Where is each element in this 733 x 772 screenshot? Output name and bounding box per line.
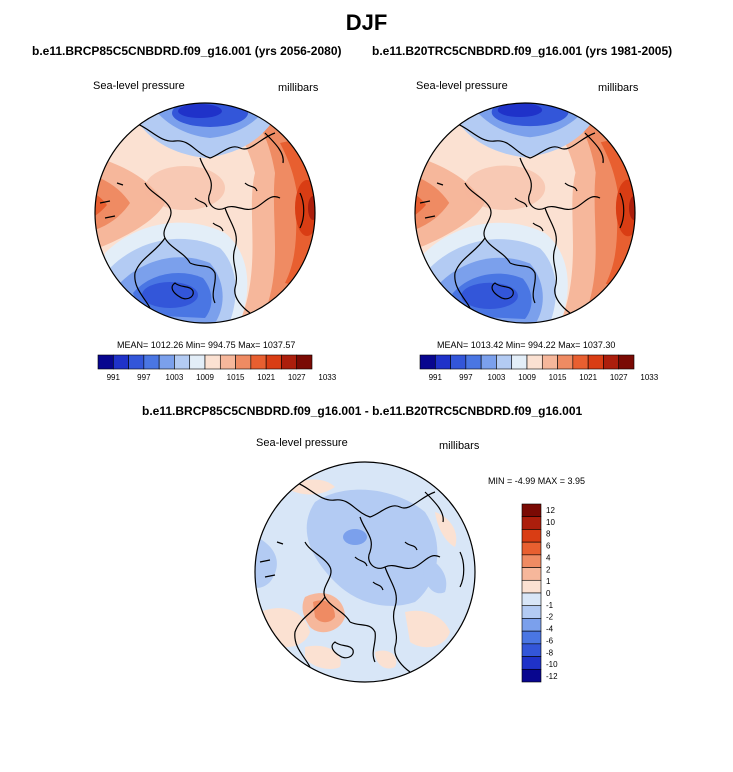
panel1-colorbar-swatch — [250, 354, 267, 370]
panel2-colorbar-swatch — [419, 354, 436, 370]
panel1-units-label: millibars — [278, 82, 319, 94]
panel3-colorbar-swatch — [521, 656, 542, 670]
panel2-colorbar-swatch — [587, 354, 604, 370]
panel3-map — [254, 461, 476, 683]
panel2-colorbar-tick-label: 997 — [459, 373, 473, 382]
panel1-colorbar-swatch — [128, 354, 145, 370]
panel2-colorbar-swatch — [496, 354, 513, 370]
panel1-colorbar-swatch — [235, 354, 252, 370]
panel2-colorbar-tick-label: 1027 — [610, 373, 628, 382]
panel3-colorbar-swatch — [521, 516, 542, 530]
panel2-colorbar-swatch — [465, 354, 482, 370]
panel1-colorbar-tick-label: 1033 — [318, 373, 336, 382]
panel2-colorbar-swatch — [480, 354, 497, 370]
panel2-colorbar-swatch — [557, 354, 574, 370]
panel1-colorbar-swatch — [97, 354, 114, 370]
figure-title: DJF — [345, 10, 388, 35]
panel1-colorbar-swatch — [158, 354, 175, 370]
panel2-colorbar-swatch — [541, 354, 558, 370]
panel3-colorbar-swatch — [521, 630, 542, 645]
panel2-colorbar-tick-label: 1015 — [549, 373, 567, 382]
panel2-colorbar-swatch — [572, 354, 589, 370]
panel3-colorbar-tick-label: 0 — [546, 589, 551, 598]
panel1-colorbar-swatch — [189, 354, 206, 370]
panel3-variable-label: Sea-level pressure — [256, 437, 348, 449]
panel3-colorbar-tick-label: -1 — [546, 601, 554, 610]
panel1-stats: MEAN= 1012.26 Min= 994.75 Max= 1037.57 — [117, 340, 296, 350]
panel1-colorbar-swatch — [143, 354, 160, 370]
panel3-colorbar-swatch — [521, 567, 542, 581]
panel3-stats: MIN = -4.99 MAX = 3.95 — [488, 476, 586, 486]
panel3-colorbar-tick-label: -8 — [546, 648, 554, 657]
panel3-colorbar-swatch — [521, 541, 542, 556]
panel2-colorbar-tick-label: 1021 — [579, 373, 597, 382]
panel3-colorbar-swatch — [521, 668, 542, 683]
panel1-colorbar-tick-label: 997 — [137, 373, 151, 382]
panel3-units-label: millibars — [439, 440, 480, 452]
panel2-colorbar-tick-label: 1009 — [518, 373, 536, 382]
panel1-title: b.e11.BRCP85C5CNBDRD.f09_g16.001 (yrs 20… — [32, 44, 342, 58]
panel1-colorbar-tick-label: 1027 — [288, 373, 306, 382]
panel2-map — [414, 102, 636, 324]
panel3-colorbar-tick-label: 12 — [546, 506, 555, 515]
panel2-colorbar-tick-label: 991 — [429, 373, 443, 382]
panel2-title: b.e11.B20TRC5CNBDRD.f09_g16.001 (yrs 198… — [372, 44, 673, 58]
panel3-colorbar-swatch — [521, 554, 542, 568]
panel2-units-label: millibars — [598, 82, 639, 94]
panel1-colorbar-tick-label: 1015 — [227, 373, 245, 382]
panel3-colorbar-swatch — [521, 605, 542, 619]
panel2-variable-label: Sea-level pressure — [416, 80, 508, 92]
panel1-colorbar-swatch — [265, 354, 282, 370]
panel2-colorbar-swatch — [603, 354, 620, 370]
panel2-colorbar-swatch — [511, 354, 528, 370]
panel3-colorbar-tick-label: 6 — [546, 542, 551, 551]
panel1-colorbar-swatch — [296, 354, 313, 370]
panel2-colorbar-tick-label: 1033 — [640, 373, 658, 382]
panel2-stats: MEAN= 1013.42 Min= 994.22 Max= 1037.30 — [437, 340, 616, 350]
panel2-colorbar-swatch — [434, 354, 451, 370]
panel3-colorbar-swatch — [521, 618, 542, 632]
panel2-colorbar-swatch — [450, 354, 467, 370]
panel3-colorbar-swatch — [521, 579, 542, 594]
panel3-colorbar-tick-label: 8 — [546, 530, 551, 539]
panel1-colorbar-tick-label: 1021 — [257, 373, 275, 382]
panel3-colorbar-tick-label: 2 — [546, 565, 551, 574]
panel3-title: b.e11.BRCP85C5CNBDRD.f09_g16.001 - b.e11… — [142, 404, 583, 418]
panel1-colorbar-swatch — [281, 354, 298, 370]
panel1-colorbar-tick-label: 1003 — [166, 373, 184, 382]
panel3-colorbar-tick-label: 10 — [546, 518, 555, 527]
panel1-colorbar-swatch — [174, 354, 191, 370]
panel1-colorbar-tick-label: 1009 — [196, 373, 214, 382]
panel3-colorbar-tick-label: -10 — [546, 660, 558, 669]
panel2-colorbar-swatch — [618, 354, 635, 370]
panel1-colorbar-tick-label: 991 — [107, 373, 121, 382]
panel1-colorbar: 991 997 1003 1009 1015 1021 1027 1033 — [97, 354, 337, 382]
panel1-colorbar-swatch — [112, 354, 129, 370]
panel3-colorbar-tick-label: -12 — [546, 672, 558, 681]
panel1-variable-label: Sea-level pressure — [93, 80, 185, 92]
panel3-colorbar-swatch — [521, 529, 542, 543]
panel3-colorbar-tick-label: -2 — [546, 613, 554, 622]
panel1-colorbar-swatch — [204, 354, 221, 370]
panel1-colorbar-swatch — [219, 354, 236, 370]
panel3-colorbar-swatch — [521, 643, 542, 657]
panel1-map — [94, 102, 316, 324]
panel3-colorbar-tick-label: 1 — [546, 577, 551, 586]
panel3-colorbar-swatch — [521, 503, 542, 518]
panel3-colorbar-tick-label: -4 — [546, 625, 554, 634]
panel3-colorbar-swatch — [521, 592, 542, 607]
panel3-colorbar-tick-label: 4 — [546, 553, 551, 562]
panel3-colorbar-tick-label: -6 — [546, 636, 554, 645]
panel2-colorbar-swatch — [526, 354, 543, 370]
panel2-colorbar: 991 997 1003 1009 1015 1021 1027 1033 — [419, 354, 659, 382]
panel2-colorbar-tick-label: 1003 — [488, 373, 506, 382]
